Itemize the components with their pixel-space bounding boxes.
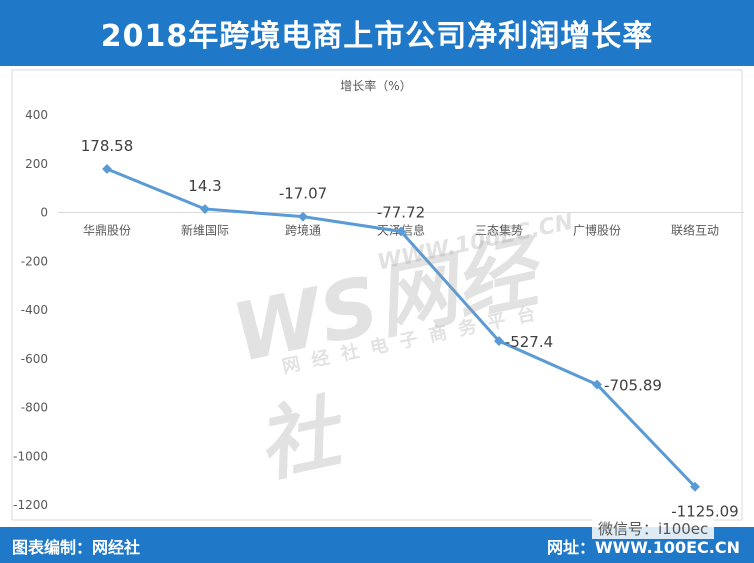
- x-tick-label: 联络互动: [671, 223, 719, 238]
- data-label: -705.89: [604, 377, 662, 395]
- footer-website: 网址：WWW.100EC.CN: [546, 538, 740, 557]
- chart-title: 2018年跨境电商上市公司净利润增长率: [100, 19, 654, 54]
- data-label: 178.58: [81, 137, 134, 155]
- data-point: [102, 164, 112, 174]
- y-tick-label: 200: [25, 157, 48, 171]
- data-point: [200, 204, 210, 214]
- y-tick-label: -400: [21, 303, 48, 317]
- data-label: -77.72: [377, 203, 425, 221]
- x-tick-label: 广博股份: [573, 223, 621, 238]
- y-tick-label: -1000: [13, 449, 48, 463]
- data-point: [396, 226, 406, 237]
- y-tick-label: 400: [25, 108, 48, 122]
- y-tick-label: -200: [21, 254, 48, 268]
- data-label: 14.3: [188, 177, 221, 195]
- y-axis-label: 增长率（%）: [340, 78, 411, 93]
- x-tick-label: 华鼎股份: [83, 224, 131, 238]
- footer-credit: 图表编制：网经社: [12, 538, 141, 557]
- data-label: -527.4: [505, 333, 553, 351]
- x-tick-label: 新维国际: [181, 223, 229, 238]
- data-point: [592, 379, 602, 390]
- data-point: [690, 481, 700, 492]
- data-point: [494, 336, 504, 347]
- data-label: -1125.09: [671, 503, 738, 521]
- data-point: [298, 211, 308, 222]
- data-label: -17.07: [279, 185, 327, 203]
- plot-border: [11, 69, 743, 521]
- y-tick-label: 0: [40, 206, 48, 220]
- x-tick-label: 三态集势: [475, 223, 523, 238]
- y-tick-label: -800: [21, 401, 48, 415]
- title-banner: 2018年跨境电商上市公司净利润增长率: [0, 0, 754, 66]
- y-tick-label: -600: [21, 352, 48, 366]
- wechat-id: 微信号：i100ec: [592, 518, 715, 539]
- x-tick-label: 跨境通: [285, 223, 321, 238]
- y-tick-label: -1200: [13, 498, 48, 512]
